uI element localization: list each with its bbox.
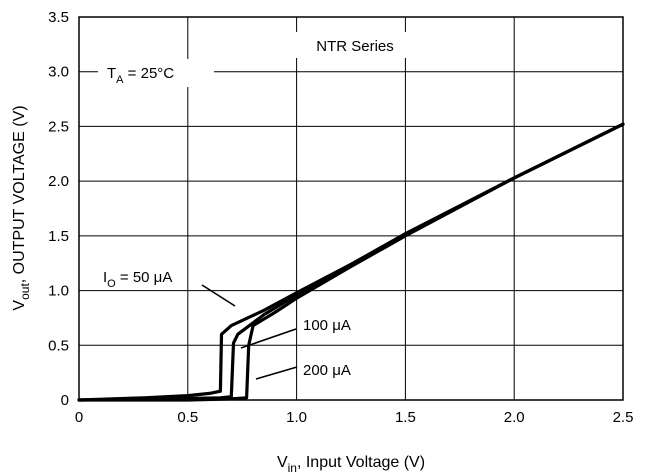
y-axis-title-rest: , OUTPUT VOLTAGE (V) — [11, 105, 28, 283]
temperature-main: T — [107, 65, 116, 82]
temperature-sub: A — [116, 74, 124, 86]
axis-ticks: 0 0.5 1.0 1.5 2.0 2.5 0 0.5 1.0 1.5 2.0 2.5 3.0 3.5 — [48, 9, 633, 426]
y-tick-label: 3.0 — [48, 64, 69, 81]
series-label-100ua: 100 μA — [303, 317, 351, 334]
y-tick-label: 2.0 — [48, 173, 69, 190]
series-label-50ua: IO = 50 μA — [103, 269, 172, 290]
series-label-200ua: 200 μA — [303, 362, 351, 379]
y-axis-title-main: V — [11, 300, 28, 311]
series-name-bg — [296, 32, 414, 58]
x-tick-label: 0 — [75, 409, 83, 426]
temperature-bg — [98, 59, 214, 87]
y-tick-label: 0 — [61, 392, 69, 409]
plot-frame — [78, 16, 624, 401]
y-tick-label: 2.5 — [48, 118, 69, 135]
y-axis-title: Vout, OUTPUT VOLTAGE (V) — [11, 105, 32, 310]
y-tick-label: 3.5 — [48, 9, 69, 26]
series-label-50ua-main: I — [103, 269, 107, 286]
temperature-rest: = 25°C — [124, 65, 175, 82]
x-tick-label: 1.0 — [286, 409, 307, 426]
x-axis-title-main: V — [277, 454, 288, 471]
x-axis-title-rest: , Input Voltage (V) — [297, 454, 425, 471]
y-axis-title-sub: out — [18, 283, 32, 300]
annotations: NTR Series TA = 25°C IO = 50 μA 100 μA 2… — [98, 32, 414, 380]
series-label-50ua-sub: O — [107, 278, 116, 290]
x-axis-title: Vin, Input Voltage (V) — [277, 454, 425, 475]
grid — [79, 17, 623, 400]
leader-200ua — [255, 366, 298, 380]
leader-50ua — [201, 284, 236, 307]
x-tick-label: 2.0 — [504, 409, 525, 426]
data-series — [77, 122, 625, 402]
y-tick-label: 1.0 — [48, 283, 69, 300]
leader-100ua — [240, 328, 297, 349]
x-tick-label: 0.5 — [177, 409, 198, 426]
y-tick-label: 0.5 — [48, 337, 69, 354]
series-name-label: NTR Series — [316, 38, 394, 55]
series-line-200ua — [77, 122, 625, 402]
temperature-label: TA = 25°C — [107, 65, 174, 86]
y-tick-label: 1.5 — [48, 228, 69, 245]
x-axis-title-sub: in — [288, 461, 297, 475]
series-label-50ua-rest: = 50 μA — [116, 269, 173, 286]
x-tick-label: 1.5 — [395, 409, 416, 426]
x-tick-label: 2.5 — [613, 409, 634, 426]
